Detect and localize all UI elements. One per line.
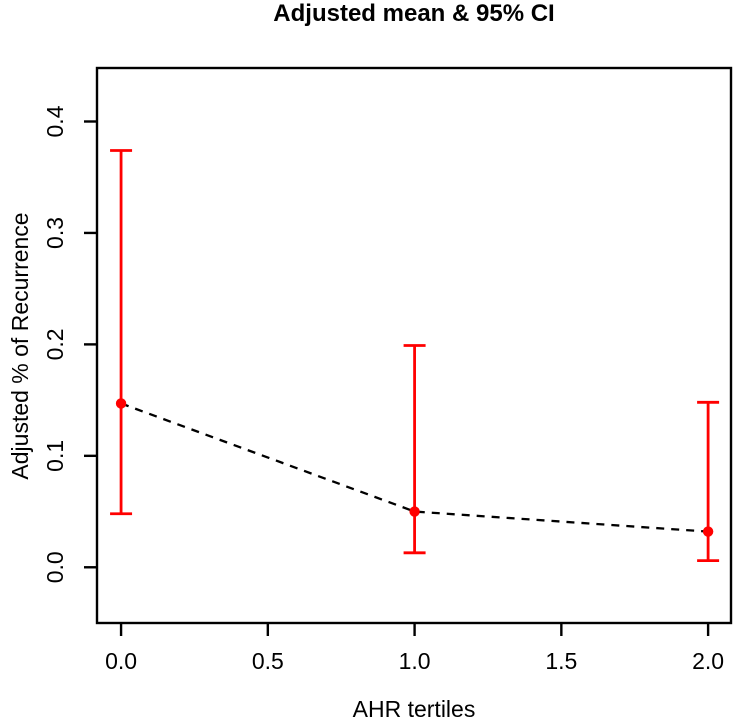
x-tick-label: 0.0 [105, 648, 137, 674]
y-tick-label: 0.1 [42, 440, 68, 472]
y-tick-label: 0.3 [42, 217, 68, 249]
data-point [409, 506, 420, 517]
y-axis-label: Adjusted % of Recurrence [7, 212, 33, 479]
x-axis-label: AHR tertiles [353, 696, 476, 722]
plot-area: 0.0 0.5 1.0 1.5 2.0 0.0 0.1 0.2 0.3 0.4 [42, 66, 733, 674]
y-tick-label: 0.4 [42, 105, 68, 137]
x-tick-label: 2.0 [692, 648, 724, 674]
x-tick-label: 1.5 [545, 648, 577, 674]
y-tick-label: 0.0 [42, 551, 68, 583]
y-tick-label: 0.2 [42, 328, 68, 360]
data-point [115, 398, 127, 409]
x-tick-label: 1.0 [399, 648, 431, 674]
chart-title: Adjusted mean & 95% CI [273, 0, 554, 27]
data-point [702, 526, 714, 537]
x-tick-label: 0.5 [252, 648, 284, 674]
